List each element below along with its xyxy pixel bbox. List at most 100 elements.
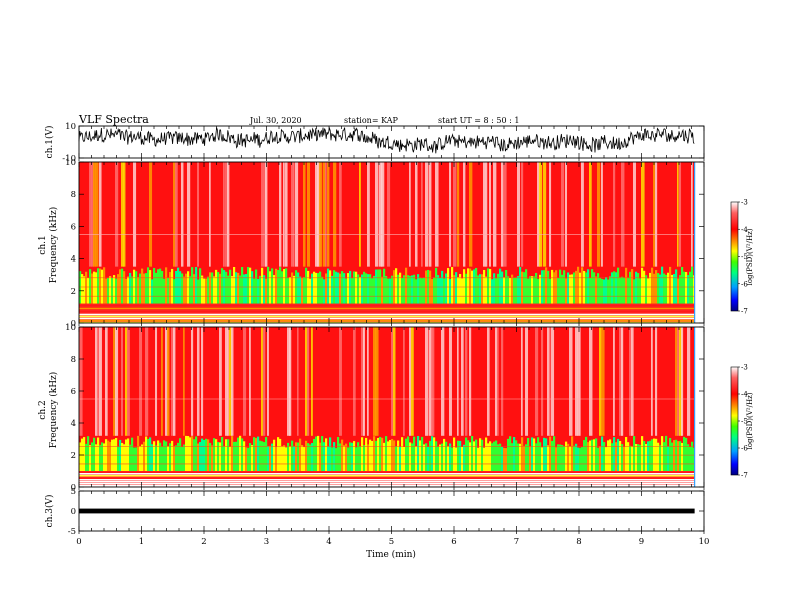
spectrogram-cell — [227, 275, 230, 304]
spectrogram-cell — [499, 268, 502, 304]
spectrogram-cell — [569, 274, 572, 304]
spectrogram-cell — [289, 446, 292, 471]
spectrogram-cell — [593, 272, 596, 304]
spectrogram-cell — [687, 275, 690, 304]
spectrogram-cell — [347, 447, 350, 471]
colorbar-tick-label: -7 — [741, 472, 748, 480]
spectrogram-cell — [295, 442, 298, 471]
spectrogram-cell — [163, 440, 166, 471]
spectrogram-cell — [687, 444, 690, 471]
spectrogram-cell — [155, 272, 158, 304]
colorbar-tick-label: -4 — [741, 391, 748, 399]
spectrogram-column — [469, 162, 473, 267]
spectrogram-column — [409, 162, 411, 267]
spectrogram-cell — [427, 446, 430, 471]
spectrogram-cell — [383, 442, 386, 471]
spectrogram-cell — [183, 444, 186, 471]
spectrogram-cell — [385, 276, 388, 304]
spectrogram-cell — [373, 436, 376, 471]
spectrogram-cell — [371, 278, 374, 304]
spectrogram-cell — [335, 448, 338, 471]
spectrogram-column — [317, 162, 321, 267]
spectrogram-cell — [351, 442, 354, 471]
spectrogram-column — [633, 162, 636, 267]
spectrogram-cell — [503, 447, 506, 471]
spectrogram-lowband — [79, 305, 695, 308]
spectrogram-column — [197, 327, 200, 436]
spectrogram-column — [601, 327, 605, 436]
spectrogram-column — [641, 162, 645, 267]
spectrogram-cell — [311, 273, 314, 304]
date-label: Jul. 30, 2020 — [249, 116, 302, 125]
spectrogram-column — [425, 162, 429, 267]
spectrogram-column — [653, 162, 656, 267]
spectrogram-cell — [241, 267, 244, 304]
ch1-colorbar-label: log(PSD)(V²/Hz) — [746, 228, 754, 285]
spectrogram-cell — [475, 267, 478, 304]
spectrogram-cell — [87, 277, 90, 304]
spectrogram-column — [261, 327, 263, 436]
spectrogram-column — [287, 327, 291, 436]
spectrogram-cell — [315, 272, 318, 304]
spectrogram-cell — [657, 273, 660, 304]
spectrogram-column — [621, 327, 624, 436]
spectrogram-cell — [469, 268, 472, 304]
spectrogram-lowband — [79, 319, 695, 322]
spectrogram-cell — [287, 277, 290, 304]
spectrogram-column — [127, 327, 130, 436]
spectrogram-cell — [691, 441, 694, 471]
spectrogram-cell — [621, 444, 624, 471]
spectrogram-cell — [473, 441, 476, 471]
spectrogram-column — [325, 162, 327, 267]
spectrogram-cell — [345, 278, 348, 304]
spectrogram-cell — [455, 447, 458, 471]
spectrogram-cell — [343, 273, 346, 304]
spectrogram-cell — [457, 277, 460, 304]
spectrogram-cell — [343, 445, 346, 471]
spectrogram-cell — [255, 269, 258, 304]
spectrogram-column — [305, 327, 308, 436]
spectrogram-column — [339, 162, 342, 267]
spectrogram-lowband — [79, 309, 695, 312]
spectrogram-cell — [375, 269, 378, 304]
spectrogram-cell — [645, 444, 648, 471]
spectrogram-cell — [143, 441, 146, 471]
spectrogram-cell — [231, 436, 234, 471]
spectrogram-column — [167, 327, 170, 436]
spectrogram-cell — [661, 436, 664, 471]
spectrogram-column — [581, 162, 584, 267]
start-time-label: start UT = 8 : 50 : 1 — [438, 116, 519, 125]
spectrogram-column — [501, 162, 504, 267]
spectrogram-cell — [327, 446, 330, 471]
spectrogram-cell — [537, 437, 540, 471]
spectrogram-cell — [83, 276, 86, 304]
ch3-ylabel: ch.3(V) — [44, 495, 55, 528]
spectrogram-column — [115, 162, 119, 267]
spectrogram-cell — [621, 276, 624, 304]
spectrogram-cell — [361, 437, 364, 471]
spectrogram-cell — [203, 278, 206, 304]
spectrogram-cell — [151, 444, 154, 471]
spectrogram-cell — [403, 275, 406, 304]
spectrogram-column — [267, 327, 269, 436]
spectrogram-column — [687, 327, 691, 436]
spectrogram-cell — [665, 435, 668, 471]
spectrogram-cell — [479, 274, 482, 304]
spectrogram-cell — [463, 444, 466, 471]
spectrogram-lowband — [79, 321, 695, 324]
spectrogram-cell — [631, 269, 634, 304]
spectrogram-cell — [153, 268, 156, 304]
spectrogram-cell — [395, 446, 398, 471]
spectrogram-cell — [547, 445, 550, 471]
spectrogram-cell — [335, 271, 338, 304]
spectrogram-cell — [689, 446, 692, 471]
spectrogram-cell — [561, 274, 564, 304]
spectrogram-cell — [147, 267, 150, 304]
spectrogram-cell — [161, 446, 164, 471]
spectrogram-cell — [379, 269, 382, 304]
spectrogram-cell — [321, 276, 324, 304]
spectrogram-cell — [489, 269, 492, 304]
spectrogram-cell — [219, 442, 222, 471]
colorbar-tick-label: -5 — [741, 253, 748, 261]
spectrogram-cell — [527, 437, 530, 471]
